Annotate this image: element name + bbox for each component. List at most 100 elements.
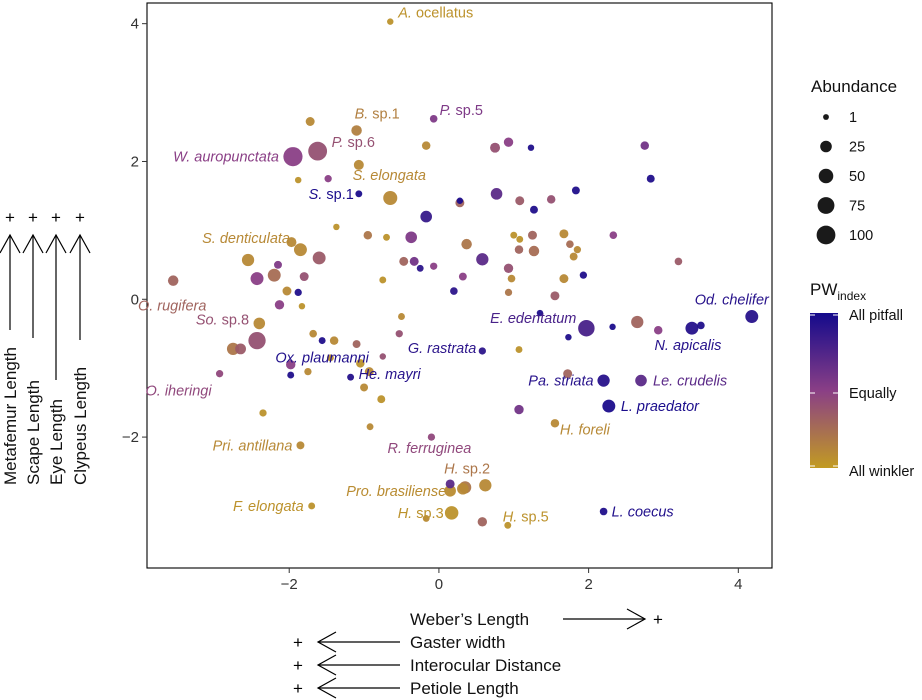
species-point	[167, 275, 179, 286]
x-loading-webers-length: Weber’s Length +	[410, 608, 663, 630]
data-point	[566, 240, 574, 248]
data-point	[383, 233, 390, 241]
x-axis-loadings: Weber’s Length + + Gaster width + Intero…	[293, 608, 663, 699]
color-gradient-bar	[810, 313, 838, 468]
y-loading-label: Scape Length	[24, 380, 43, 485]
data-point	[514, 245, 524, 254]
species-label: P. sp.6	[332, 135, 375, 151]
data-point	[309, 329, 317, 338]
data-point	[398, 313, 405, 320]
data-point	[569, 252, 578, 261]
data-point	[571, 186, 580, 195]
species-point	[578, 319, 595, 337]
species-point	[427, 433, 436, 441]
species-point	[383, 190, 398, 206]
data-point	[286, 360, 296, 370]
species-point	[745, 310, 759, 323]
data-point	[456, 197, 464, 204]
species-point	[599, 507, 608, 516]
data-point	[274, 260, 282, 269]
data-point	[299, 272, 309, 282]
y-tick-label: −2	[122, 429, 139, 446]
data-point	[515, 196, 525, 206]
species-label: Pri. antillana	[213, 438, 293, 454]
data-point	[304, 367, 312, 376]
species-point	[387, 18, 394, 25]
species-label: O. rugifera	[138, 299, 207, 315]
plus-sign: +	[51, 208, 61, 227]
species-point	[308, 141, 328, 161]
data-point	[477, 517, 488, 527]
species-point	[504, 521, 512, 529]
species-point	[308, 502, 316, 510]
data-point	[293, 243, 307, 257]
data-point	[324, 175, 332, 183]
species-point	[602, 399, 616, 413]
data-point	[479, 479, 492, 492]
x-tick-label: −2	[281, 576, 298, 593]
y-loading-label: Metafemur Length	[1, 347, 20, 485]
arrow-left-icon	[316, 677, 337, 699]
species-label: Ox. plaumanni	[275, 351, 369, 367]
data-point	[420, 210, 432, 223]
y-loading-label: Clypeus Length	[71, 367, 90, 485]
y-loading-metafemur: + Metafemur Length	[0, 208, 21, 485]
data-point	[528, 230, 537, 240]
data-point	[305, 117, 315, 126]
species-label: He. mayri	[359, 367, 422, 383]
data-point	[516, 235, 524, 243]
color-legend-title-subscript: index	[837, 289, 866, 303]
species-label: Pro. brasiliense	[346, 484, 446, 500]
x-loading-label: Petiole Length	[410, 679, 519, 698]
data-point	[550, 291, 560, 301]
data-point	[312, 251, 326, 265]
species-label: S. sp.1	[309, 187, 354, 203]
species-label: G. rastrata	[408, 341, 477, 357]
species-point	[444, 506, 459, 520]
y-loading-scape: + Scape Length	[22, 208, 44, 485]
data-point	[235, 343, 246, 355]
data-point	[379, 353, 386, 360]
plus-sign: +	[28, 208, 38, 227]
size-legend-items: 1 25 50 75 100	[816, 110, 873, 245]
legend: Abundance 1 25 50 75 100 PWindex All pitfall…	[810, 77, 914, 480]
color-legend-title-main: PW	[810, 280, 837, 299]
data-point	[527, 144, 535, 151]
size-legend-label: 25	[849, 140, 865, 156]
data-point	[416, 264, 424, 272]
data-point	[379, 276, 387, 284]
plus-sign: +	[653, 610, 663, 629]
data-point	[646, 174, 655, 183]
data-point	[421, 141, 431, 150]
x-loading-interocular-distance: + Interocular Distance	[293, 654, 561, 676]
plot-panel-border	[146, 2, 773, 569]
species-point	[248, 331, 266, 350]
species-label: S. elongata	[353, 168, 426, 184]
species-label: W. auropunctata	[173, 150, 279, 166]
data-point	[353, 159, 364, 170]
y-loading-clypeus: + Clypeus Length	[69, 208, 91, 485]
size-legend-circle	[818, 168, 834, 184]
color-label-all-winkler: All winkler	[849, 464, 914, 480]
species-point	[635, 374, 647, 387]
x-loading-label: Weber’s Length	[410, 610, 529, 629]
species-label: So. sp.8	[196, 313, 249, 329]
data-point	[422, 514, 430, 522]
arrow-up-icon	[0, 233, 21, 254]
data-point	[579, 271, 588, 279]
data-point	[409, 256, 419, 266]
x-tick-label: 0	[435, 576, 443, 593]
data-point	[282, 286, 292, 296]
species-label: S. denticulata	[202, 231, 290, 247]
species-label: E. edentatum	[490, 311, 576, 327]
data-point	[503, 263, 514, 273]
size-legend-title: Abundance	[811, 77, 897, 96]
size-legend-circle	[817, 197, 835, 214]
data-point	[364, 367, 374, 377]
data-point	[503, 137, 514, 147]
species-point	[478, 347, 486, 355]
data-point	[674, 257, 683, 266]
color-label-equally: Equally	[849, 386, 897, 402]
species-label: H. sp.5	[503, 509, 549, 525]
data-point	[507, 274, 516, 283]
